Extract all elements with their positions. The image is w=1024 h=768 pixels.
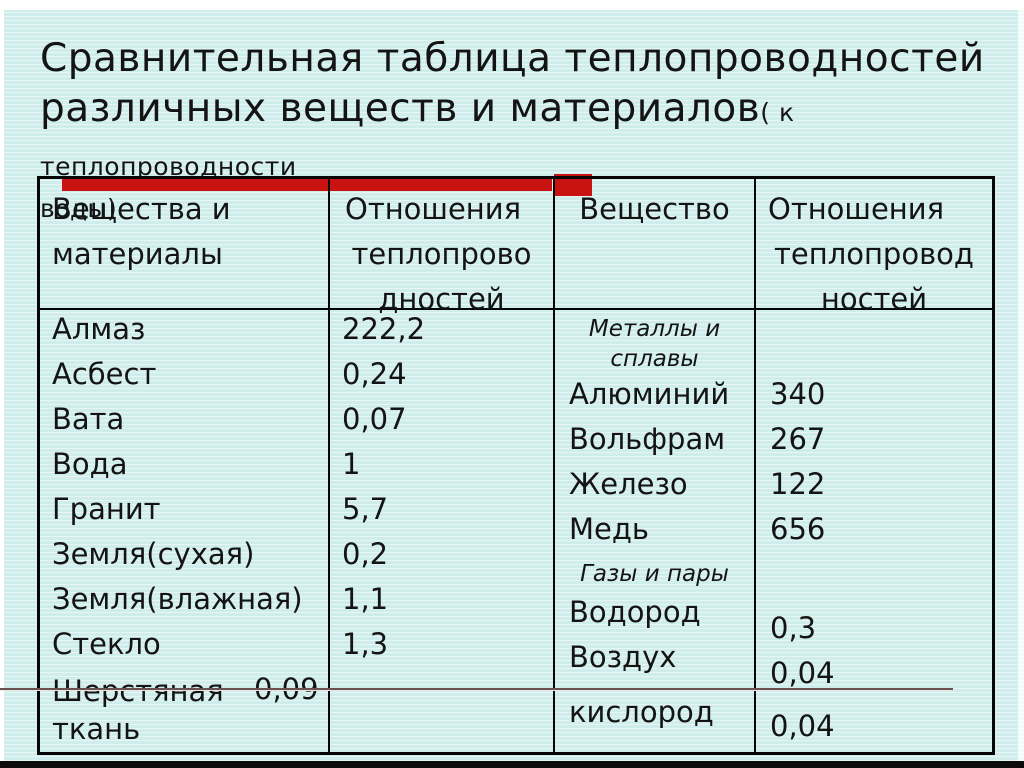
- header-divider: [40, 308, 992, 310]
- table-row: Алюминий 340: [555, 377, 995, 422]
- title-line-2: различных веществ и материалов( к теплоп…: [40, 86, 795, 181]
- header-ratios-right-line2: теплопровод: [774, 237, 974, 271]
- conductivity-table: Вещества и материалы Отношения теплопров…: [37, 176, 995, 755]
- substance-label: Стекло: [52, 627, 161, 661]
- red-accent-bar-stub: [554, 174, 592, 196]
- slide-right-margin: [1018, 0, 1024, 768]
- column-divider: [553, 179, 555, 752]
- thin-horizontal-line: [0, 688, 953, 691]
- header-ratios-left-line3: дностей: [378, 282, 505, 316]
- table-row: Железо 122: [555, 467, 995, 512]
- substance-label: Железо: [569, 467, 688, 501]
- substance-label: Гранит: [52, 492, 161, 526]
- header-ratios-left: Отношения теплопрово дностей: [330, 179, 553, 316]
- table-row: Воздух 0,04: [555, 640, 995, 690]
- substance-label: Вольфрам: [569, 422, 726, 456]
- table-row: Вольфрам 267: [555, 422, 995, 467]
- table-row: Стекло 1,3: [40, 627, 553, 672]
- header-ratios-left-line2: теплопрово: [351, 237, 532, 271]
- substance-label: Воздух: [569, 640, 677, 674]
- title-line-1: Сравнительная таблица теплопроводностей: [40, 36, 985, 81]
- ratio-value: 1,3: [342, 627, 389, 661]
- ratio-value: 1: [342, 447, 361, 481]
- table-row: Алмаз 222,2: [40, 312, 553, 357]
- substance-label: Вата: [52, 402, 125, 436]
- ratio-value: 0,04: [770, 656, 835, 690]
- header-ratios-right-line1: Отношения: [768, 192, 945, 226]
- substance-label: Вода: [52, 447, 128, 481]
- ratio-value: 0,2: [342, 537, 389, 571]
- ratio-value: 0,24: [342, 357, 407, 391]
- table-row: Металлы и сплавы: [555, 312, 995, 377]
- table-row: Земля(влажная) 1,1: [40, 582, 553, 627]
- column-divider: [328, 179, 330, 752]
- ratio-value: 340: [770, 377, 826, 411]
- substance-label: Алюминий: [569, 377, 730, 411]
- ratio-value: 267: [770, 422, 826, 456]
- column-divider: [754, 179, 756, 752]
- left-columns-body: Алмаз 222,2 Асбест 0,24 Вата 0,07 Вода 1…: [40, 312, 553, 760]
- table-row: Гранит 5,7: [40, 492, 553, 537]
- slide-top-margin: [0, 0, 1024, 10]
- ratio-value: 0,04: [770, 709, 835, 743]
- substance-label: Медь: [569, 512, 650, 546]
- substance-label: Шерстяная ткань: [52, 674, 224, 746]
- ratio-value: 0,09: [254, 672, 319, 706]
- substance-label: Газы и пары: [580, 561, 729, 587]
- table-row: Асбест 0,24: [40, 357, 553, 402]
- substance-label: Асбест: [52, 357, 157, 391]
- substance-label: Металлы и сплавы: [588, 316, 721, 372]
- header-substance: Вещество: [579, 192, 730, 226]
- slide-bottom-bar: [0, 761, 1024, 768]
- substance-label: Земля(сухая): [52, 537, 255, 571]
- table-row: кислород 0,04: [555, 685, 995, 760]
- ratio-value: 0,07: [342, 402, 407, 436]
- table-row: Вата 0,07: [40, 402, 553, 447]
- table-row: Водород 0,3: [555, 595, 995, 645]
- table-row: Медь 656: [555, 512, 995, 557]
- ratio-value: 0,3: [770, 611, 817, 645]
- table-row: Земля(сухая) 0,2: [40, 537, 553, 582]
- ratio-value: 656: [770, 512, 826, 546]
- right-columns-body: Металлы и сплавы Алюминий 340 Вольфрам 2…: [555, 312, 995, 760]
- substance-label: кислород: [569, 695, 714, 729]
- header-ratios-right: Отношения теплопровод ностей: [756, 179, 992, 316]
- ratio-value: 1,1: [342, 582, 389, 616]
- table-row: Вода 1: [40, 447, 553, 492]
- table-row: Шерстяная ткань 0,09: [40, 672, 553, 760]
- slide-left-margin: [0, 0, 4, 768]
- table-row: Газы и пары: [555, 557, 995, 595]
- header-ratios-right-line3: ностей: [820, 282, 928, 316]
- ratio-value: 122: [770, 467, 826, 501]
- red-accent-bar: [62, 178, 552, 191]
- header-substances: Вещества и материалы: [52, 192, 231, 271]
- page-title: Сравнительная таблица теплопроводностей …: [40, 34, 1000, 226]
- ratio-value: 5,7: [342, 492, 389, 526]
- title-line-3: воды): [40, 194, 117, 223]
- substance-label: Алмаз: [52, 312, 146, 346]
- header-ratios-left-line1: Отношения: [345, 192, 522, 226]
- ratio-value: 222,2: [342, 312, 426, 346]
- substance-label: Водород: [569, 595, 701, 629]
- substance-label: Земля(влажная): [52, 582, 303, 616]
